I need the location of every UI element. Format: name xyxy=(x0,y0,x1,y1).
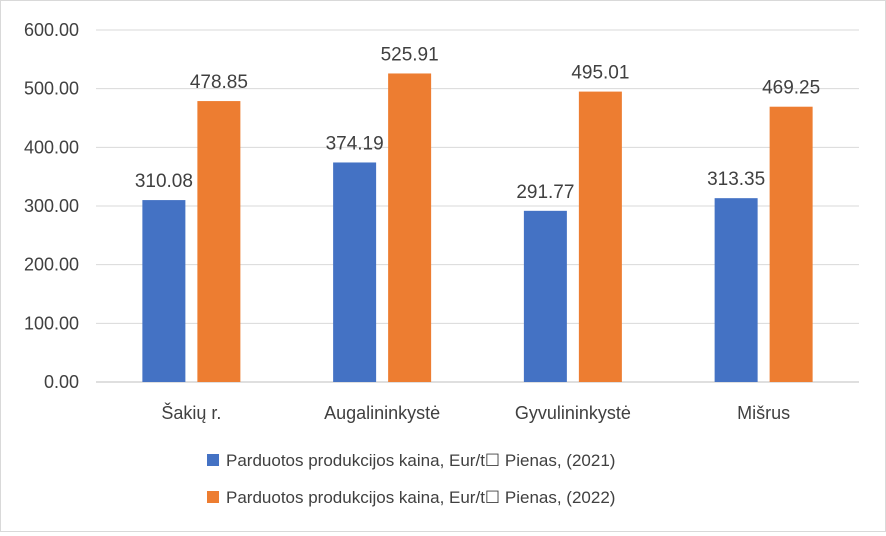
category-label: Augalininkystė xyxy=(324,403,440,423)
data-label: 291.77 xyxy=(516,182,574,203)
bar-2022 xyxy=(197,101,241,382)
x-axis-category-labels: Šakių r. Augalininkystė Gyvulininkystė Mišr… xyxy=(161,402,790,423)
bar-2022 xyxy=(769,106,813,382)
y-tick-label: 0.00 xyxy=(44,372,79,392)
y-tick-label: 400.00 xyxy=(24,137,79,157)
data-label: 469.25 xyxy=(762,78,820,99)
category-label: Mišrus xyxy=(737,403,790,423)
bars xyxy=(142,73,813,383)
bar-2021 xyxy=(333,162,377,382)
legend-label: Parduotos produkcijos kaina, Eur/t☐ Pien… xyxy=(226,488,615,507)
data-label: 313.35 xyxy=(707,169,765,190)
data-labels: 310.08 478.85 374.19 525.91 291.77 495.01 313.… xyxy=(135,44,820,202)
data-label: 310.08 xyxy=(135,171,193,192)
category-label: Gyvulininkystė xyxy=(515,403,631,423)
bar-2022 xyxy=(388,73,432,383)
legend-swatch xyxy=(207,491,219,503)
data-label: 374.19 xyxy=(326,133,384,154)
y-tick-label: 200.00 xyxy=(24,255,79,275)
bar-2022 xyxy=(578,91,622,383)
y-axis-tick-labels: 0.00 100.00 200.00 300.00 400.00 500.00 600.00 xyxy=(24,20,79,392)
category-label: Šakių r. xyxy=(161,402,221,423)
y-tick-label: 600.00 xyxy=(24,20,79,40)
y-tick-label: 300.00 xyxy=(24,196,79,216)
legend-label: Parduotos produkcijos kaina, Eur/t☐ Pien… xyxy=(226,451,615,470)
y-tick-label: 100.00 xyxy=(24,313,79,333)
data-label: 495.01 xyxy=(571,63,629,84)
y-tick-label: 500.00 xyxy=(24,79,79,99)
legend-swatch xyxy=(207,454,219,466)
bar-2021 xyxy=(142,200,186,382)
bar-2021 xyxy=(523,210,567,382)
data-label: 478.85 xyxy=(190,72,248,93)
data-label: 525.91 xyxy=(381,44,439,65)
legend: Parduotos produkcijos kaina, Eur/t☐ Pien… xyxy=(207,451,615,507)
bar-2021 xyxy=(714,198,758,382)
